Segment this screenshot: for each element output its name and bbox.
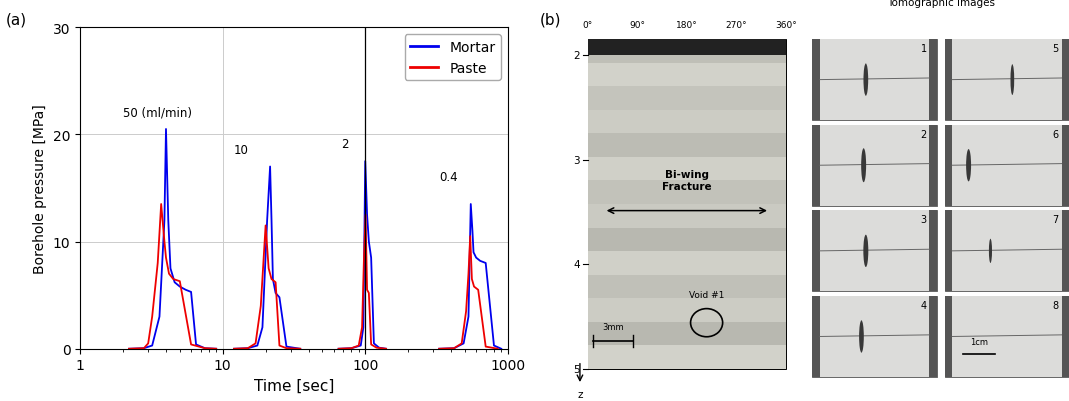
Text: 360°: 360° — [775, 21, 796, 30]
Ellipse shape — [859, 320, 864, 353]
Bar — [812, 296, 820, 377]
Text: 180°: 180° — [676, 21, 698, 30]
Text: 4: 4 — [573, 260, 579, 269]
Bar — [1062, 40, 1069, 121]
Text: 4: 4 — [920, 300, 927, 310]
Bar — [588, 134, 786, 158]
Bar — [588, 40, 786, 56]
Bar — [820, 296, 929, 377]
Bar — [945, 296, 1069, 377]
Bar — [952, 40, 1062, 121]
Text: 2: 2 — [573, 51, 579, 61]
Bar — [929, 296, 936, 377]
Bar — [812, 296, 936, 377]
Text: Bi-wing
Fracture: Bi-wing Fracture — [662, 170, 712, 191]
Bar — [929, 211, 936, 292]
Text: 0°: 0° — [583, 21, 593, 30]
Ellipse shape — [862, 149, 866, 183]
Bar — [952, 211, 1062, 292]
Bar — [812, 126, 820, 206]
Bar — [952, 126, 1062, 206]
Bar — [588, 205, 786, 228]
Text: 90°: 90° — [630, 21, 646, 30]
Bar — [812, 126, 936, 206]
Bar — [812, 211, 936, 292]
Bar — [588, 181, 786, 205]
Bar — [1062, 126, 1069, 206]
Text: 3: 3 — [920, 215, 927, 225]
Bar — [952, 296, 1062, 377]
Bar — [820, 126, 929, 206]
Bar — [945, 126, 952, 206]
Ellipse shape — [864, 235, 868, 267]
Text: 5: 5 — [1053, 44, 1059, 54]
Text: 0.4: 0.4 — [439, 170, 458, 183]
Bar — [945, 40, 952, 121]
Bar — [945, 126, 1069, 206]
Text: 3: 3 — [573, 156, 579, 165]
Text: 5: 5 — [573, 364, 579, 374]
Legend: Mortar, Paste: Mortar, Paste — [405, 35, 501, 81]
Bar — [812, 40, 820, 121]
Text: 6: 6 — [1053, 130, 1059, 140]
Text: (b): (b) — [540, 12, 561, 27]
Text: 10: 10 — [234, 144, 249, 156]
Text: X-ray computed
Tomographic images: X-ray computed Tomographic images — [886, 0, 995, 8]
Bar — [588, 87, 786, 111]
Bar — [588, 251, 786, 275]
Ellipse shape — [1010, 65, 1014, 96]
Text: Void #1: Void #1 — [688, 290, 725, 299]
Bar — [588, 40, 786, 64]
Ellipse shape — [864, 64, 868, 97]
Bar — [820, 211, 929, 292]
Bar — [588, 345, 786, 369]
Ellipse shape — [966, 150, 971, 182]
Text: z: z — [577, 389, 583, 399]
Bar — [588, 111, 786, 134]
Bar — [588, 158, 786, 181]
Bar — [929, 40, 936, 121]
Bar — [588, 298, 786, 322]
Text: 50 (ml/min): 50 (ml/min) — [123, 106, 192, 119]
Bar — [1062, 296, 1069, 377]
Bar — [820, 40, 929, 121]
Y-axis label: Borehole pressure [MPa]: Borehole pressure [MPa] — [33, 104, 47, 273]
Bar — [945, 40, 1069, 121]
Bar — [588, 40, 786, 369]
Text: 1cm: 1cm — [970, 337, 988, 346]
Bar — [929, 126, 936, 206]
Text: 270°: 270° — [726, 21, 747, 30]
Text: 7: 7 — [1053, 215, 1059, 225]
Text: 1: 1 — [920, 44, 927, 54]
Bar — [945, 211, 952, 292]
Ellipse shape — [989, 239, 992, 263]
Bar — [588, 228, 786, 251]
Bar — [945, 211, 1069, 292]
Bar — [588, 322, 786, 345]
Bar — [588, 64, 786, 87]
Text: 3mm: 3mm — [603, 322, 624, 331]
Text: 2: 2 — [920, 130, 927, 140]
Bar — [812, 211, 820, 292]
Bar — [945, 296, 952, 377]
Text: 2: 2 — [341, 138, 348, 151]
Text: 8: 8 — [1053, 300, 1059, 310]
Bar — [812, 40, 936, 121]
X-axis label: Time [sec]: Time [sec] — [253, 378, 335, 393]
Text: (a): (a) — [5, 12, 27, 27]
Bar — [1062, 211, 1069, 292]
Bar — [588, 275, 786, 298]
